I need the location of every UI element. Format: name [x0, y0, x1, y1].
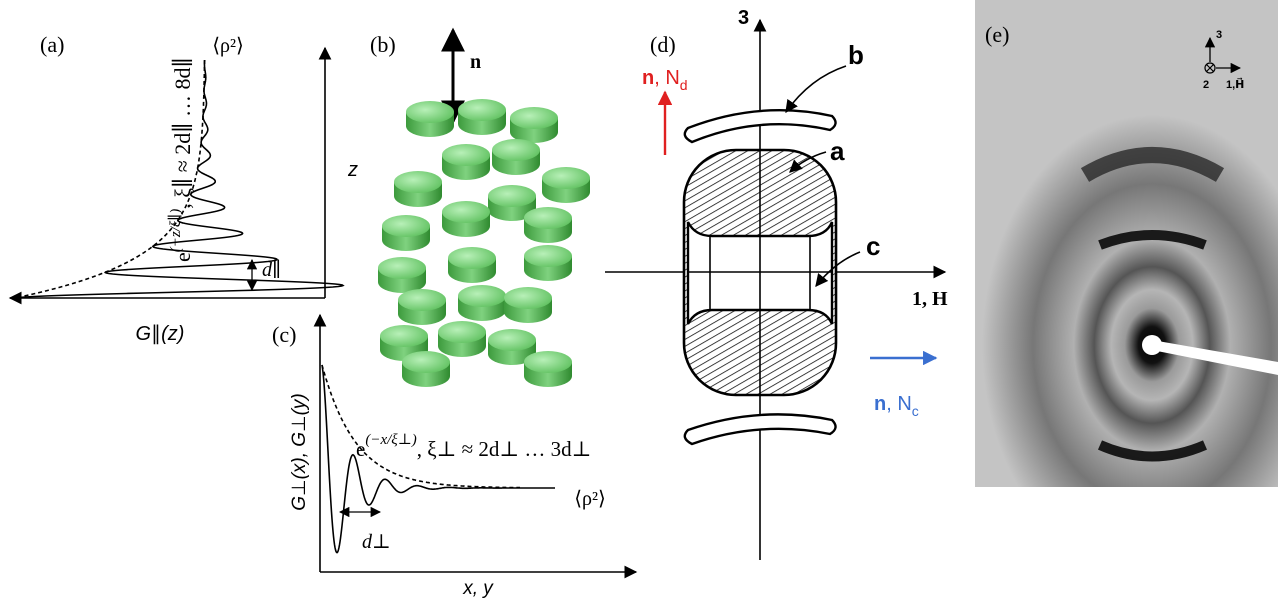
axis-3-label: 3	[738, 7, 749, 29]
panel-label: (c)	[272, 322, 296, 347]
panel-e: (e) 3 2 1,H⃗	[975, 0, 1278, 487]
c-label: c	[866, 231, 880, 261]
axis-label: z	[347, 159, 358, 181]
disc-top	[442, 144, 490, 166]
disc-top	[524, 351, 572, 373]
disc-top	[382, 215, 430, 237]
scattering-image	[975, 0, 1278, 487]
decay-formula: e(−x/ξ⊥), ξ⊥ ≈ 2d⊥ … 3d⊥	[356, 432, 591, 461]
panel-a: (a) ⟨ρ²⟩ z d∥ G∥(z) e(−z/ξ∥), ξ∥ ≈ 2d∥ ……	[10, 32, 358, 345]
function-label: G∥(z)	[136, 323, 185, 345]
function-text: G∥(z)	[136, 323, 185, 345]
label-text: , N	[886, 393, 912, 415]
panel-label: (b)	[370, 32, 396, 57]
decay-formula: e(−z/ξ∥), ξ∥ ≈ 2d∥ … 8d∥	[167, 57, 195, 262]
axis-3-label: 3	[1216, 29, 1222, 41]
panel-label: (e)	[985, 22, 1009, 47]
formula-exponent: (−z/ξ∥)	[167, 209, 184, 252]
formula-base: e	[170, 252, 195, 262]
disc-top	[488, 329, 536, 351]
formula-rest: , ξ∥ ≈ 2d∥ … 8d∥	[170, 57, 195, 208]
disc-top	[402, 351, 450, 373]
bold-n: n	[874, 393, 886, 415]
formula-exponent: (−x/ξ⊥)	[365, 432, 416, 448]
disc-top	[448, 247, 496, 269]
red-director-label: n, Nd	[642, 67, 688, 93]
disc-top	[380, 325, 428, 347]
disc-top	[406, 101, 454, 123]
panel-label: (d)	[650, 32, 676, 57]
bold-n: n	[642, 67, 654, 89]
disc-top	[442, 201, 490, 223]
disc-top	[542, 167, 590, 189]
disc-top	[488, 185, 536, 207]
mean-label: ⟨ρ²⟩	[574, 488, 606, 510]
period-label: d∥	[262, 259, 281, 281]
director-label: n	[470, 51, 481, 73]
disc-top	[378, 257, 426, 279]
blue-director-label: n, Nc	[874, 393, 919, 419]
disc-group	[378, 99, 590, 387]
disc-top	[492, 139, 540, 161]
b-arrow	[786, 66, 846, 112]
disc-top	[398, 289, 446, 311]
disc-top	[504, 287, 552, 309]
label-sub: d	[680, 77, 688, 93]
y-axis-label: G⊥(x), G⊥(y)	[289, 393, 310, 511]
axis-1-label: 1, H⃗	[912, 288, 963, 310]
label-sub: c	[912, 403, 919, 419]
panel-b: (b) n	[370, 30, 590, 387]
disc-top	[394, 171, 442, 193]
label-text: , N	[654, 67, 680, 89]
axis-1-label: 1,H⃗	[1226, 77, 1244, 91]
disc-top	[438, 321, 486, 343]
panel-label: (a)	[40, 32, 64, 57]
disc-top	[458, 99, 506, 121]
mean-label: ⟨ρ²⟩	[212, 35, 244, 57]
disc-top	[458, 285, 506, 307]
axis-2-label: 2	[1203, 79, 1209, 91]
panel-d: (d) 3 1, H⃗ b a c n, Nd n, Nc	[605, 7, 963, 560]
disc-top	[510, 107, 558, 129]
x-axis-label: x, y	[462, 578, 494, 599]
figure: (a) ⟨ρ²⟩ z d∥ G∥(z) e(−z/ξ∥), ξ∥ ≈ 2d∥ ……	[0, 0, 1278, 599]
formula-base: e	[356, 437, 365, 461]
a-label: a	[830, 136, 845, 166]
formula-rest: , ξ⊥ ≈ 2d⊥ … 3d⊥	[417, 437, 592, 461]
b-label: b	[848, 40, 864, 70]
period-label: d⊥	[362, 531, 391, 553]
panel-c: (c) ⟨ρ²⟩ d⊥ x, y G⊥(x), G⊥(y) e(−x/ξ⊥), …	[272, 315, 636, 599]
disc-top	[524, 207, 572, 229]
disc-top	[524, 245, 572, 267]
